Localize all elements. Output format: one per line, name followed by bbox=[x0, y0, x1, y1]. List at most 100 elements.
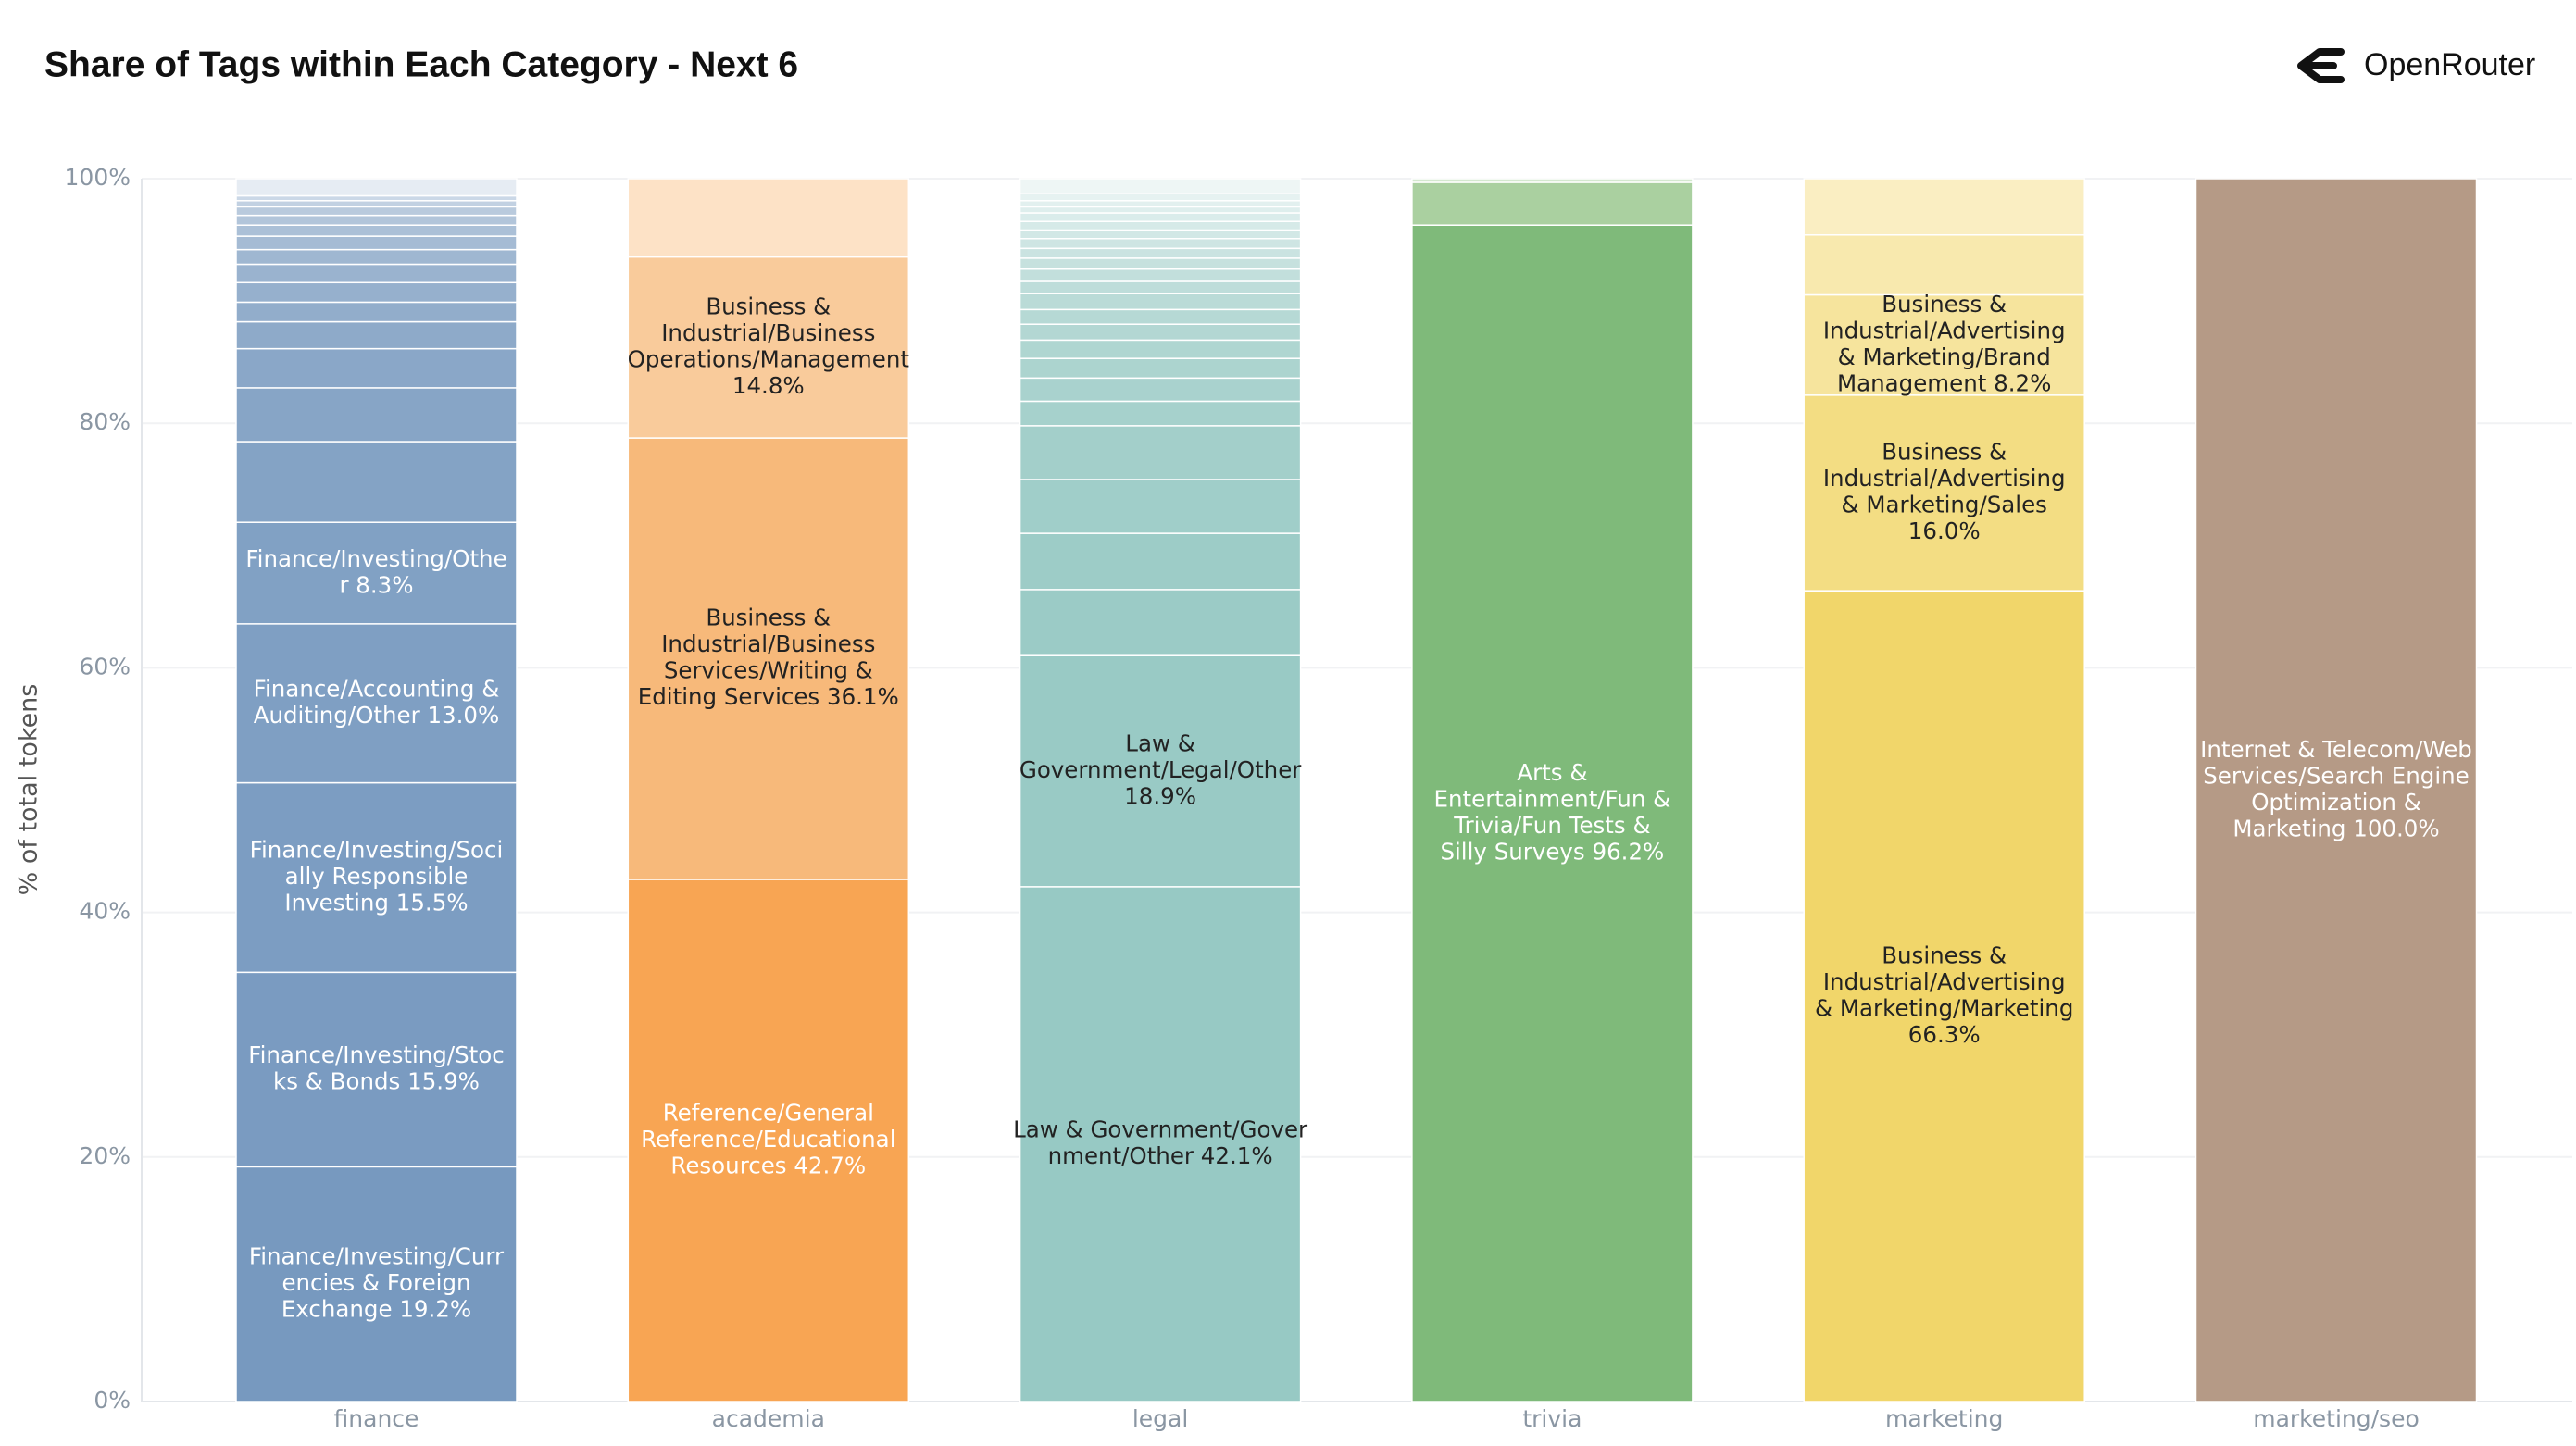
brand-name: OpenRouter bbox=[2364, 47, 2535, 82]
bar-segment bbox=[1019, 400, 1302, 427]
y-axis-title: % of total tokens bbox=[15, 684, 44, 896]
bar-segment bbox=[235, 224, 518, 237]
bar-segment bbox=[235, 248, 518, 266]
bar-segment bbox=[235, 1166, 518, 1402]
bar-segment bbox=[1019, 200, 1302, 208]
segment-label: Law & Government/Gover bbox=[1013, 1116, 1308, 1143]
bar-segment bbox=[1411, 224, 1694, 1402]
segment-label: Finance/Accounting & bbox=[254, 675, 500, 702]
segment-label: & Marketing/Brand bbox=[1838, 343, 2051, 370]
segment-label: ally Responsible bbox=[285, 863, 469, 890]
y-tick-label: 20% bbox=[79, 1142, 131, 1169]
bar-segment bbox=[1019, 425, 1302, 480]
bar-segment bbox=[1803, 178, 2085, 236]
bar-segment bbox=[1019, 323, 1302, 342]
segment-label: Auditing/Other 13.0% bbox=[254, 702, 500, 729]
segment-label: & Marketing/Marketing bbox=[1815, 994, 2073, 1021]
bar-segment bbox=[2195, 178, 2478, 1402]
x-tick-label: legal bbox=[1132, 1405, 1188, 1432]
bar-segment bbox=[1019, 308, 1302, 325]
bar-segment bbox=[1019, 178, 1302, 194]
segment-label: Industrial/Business bbox=[661, 630, 875, 657]
chart-title: Share of Tags within Each Category - Nex… bbox=[44, 44, 798, 84]
bar-segment bbox=[1019, 377, 1302, 403]
bar-segment bbox=[1019, 268, 1302, 282]
segment-label: Optimization & bbox=[2251, 789, 2421, 816]
x-tick-label: finance bbox=[334, 1405, 419, 1432]
x-tick-label: marketing bbox=[1885, 1405, 2003, 1432]
bar-segment bbox=[1019, 257, 1302, 270]
bar-segment bbox=[627, 178, 910, 258]
segment-label: Investing 15.5% bbox=[284, 889, 468, 916]
bar-segment bbox=[235, 781, 518, 974]
bar-segment bbox=[235, 281, 518, 304]
brand-logo bbox=[2297, 48, 2345, 83]
bar-segment bbox=[235, 263, 518, 284]
bar-segment bbox=[235, 206, 518, 217]
bar-segment bbox=[1019, 220, 1302, 231]
bar-segment bbox=[1019, 193, 1302, 202]
segment-label: 18.9% bbox=[1124, 783, 1196, 810]
bar-segment bbox=[235, 971, 518, 1168]
segment-label: Marketing 100.0% bbox=[2232, 815, 2439, 841]
x-tick-label: academia bbox=[712, 1405, 825, 1432]
bar-segment bbox=[1019, 589, 1302, 656]
segment-label: Finance/Investing/Stoc bbox=[248, 1041, 504, 1068]
bar-segment bbox=[1019, 280, 1302, 294]
bar-segment bbox=[235, 178, 518, 197]
segment-label: Finance/Investing/Soci bbox=[250, 836, 504, 863]
bar-segment bbox=[1019, 339, 1302, 359]
bar-segment bbox=[627, 256, 910, 439]
bar-segment bbox=[627, 879, 910, 1402]
bar-segment bbox=[1803, 394, 2085, 592]
segment-label: Entertainment/Fun & bbox=[1434, 785, 1671, 812]
segment-label: r 8.3% bbox=[339, 571, 413, 598]
segment-label: Business & bbox=[706, 293, 831, 320]
segment-label: Reference/Educational bbox=[641, 1126, 895, 1153]
segment-label: Finance/Investing/Curr bbox=[249, 1243, 505, 1270]
bar-segment bbox=[235, 347, 518, 389]
bar-segment bbox=[235, 320, 518, 350]
bar-segment bbox=[1019, 357, 1302, 380]
bar-segment bbox=[1019, 886, 1302, 1402]
bar-segment bbox=[1803, 590, 2085, 1402]
bar-segment bbox=[1019, 654, 1302, 888]
segment-label: 66.3% bbox=[1908, 1021, 1981, 1048]
bar-segment bbox=[235, 200, 518, 208]
segment-label: Arts & bbox=[1517, 759, 1587, 786]
segment-label: 16.0% bbox=[1908, 517, 1981, 544]
segment-label: Business & bbox=[1882, 439, 2007, 466]
segment-label: Editing Services 36.1% bbox=[638, 683, 899, 710]
segment-label: Silly Surveys 96.2% bbox=[1440, 838, 1664, 865]
bar-segment bbox=[1019, 229, 1302, 240]
segment-label: Government/Legal/Other bbox=[1019, 756, 1302, 783]
bar-segment bbox=[1411, 178, 1694, 183]
segment-label: Operations/Management bbox=[628, 346, 910, 373]
bar-segment bbox=[235, 441, 518, 523]
bar-segment bbox=[235, 194, 518, 202]
segment-label: Resources 42.7% bbox=[670, 1152, 866, 1178]
bar-segment bbox=[1803, 234, 2085, 296]
segment-label: Industrial/Advertising bbox=[1823, 317, 2066, 343]
y-tick-label: 0% bbox=[94, 1387, 131, 1414]
bar-segment bbox=[235, 235, 518, 251]
bar-segment bbox=[1019, 212, 1302, 222]
segment-label: Business & bbox=[1882, 941, 2007, 968]
bar-segment bbox=[235, 387, 518, 443]
segment-label: Business & bbox=[706, 605, 831, 631]
bar-segment bbox=[1019, 206, 1302, 214]
segment-label: Finance/Investing/Othe bbox=[245, 545, 506, 572]
bar-segment bbox=[1019, 247, 1302, 259]
segment-label: Law & bbox=[1125, 730, 1195, 757]
bar-segment bbox=[1019, 237, 1302, 250]
bar-segment bbox=[1019, 479, 1302, 534]
bar-segment bbox=[1411, 181, 1694, 226]
segment-label: Services/Writing & bbox=[664, 657, 873, 684]
segment-label: Exchange 19.2% bbox=[281, 1296, 471, 1323]
bar-segment bbox=[235, 214, 518, 226]
x-tick-label: trivia bbox=[1522, 1405, 1582, 1432]
segment-label: encies & Foreign bbox=[281, 1269, 470, 1296]
x-tick-label: marketing/seo bbox=[2253, 1405, 2420, 1432]
segment-label: Trivia/Fun Tests & bbox=[1453, 812, 1650, 839]
bar-segment bbox=[1019, 532, 1302, 591]
